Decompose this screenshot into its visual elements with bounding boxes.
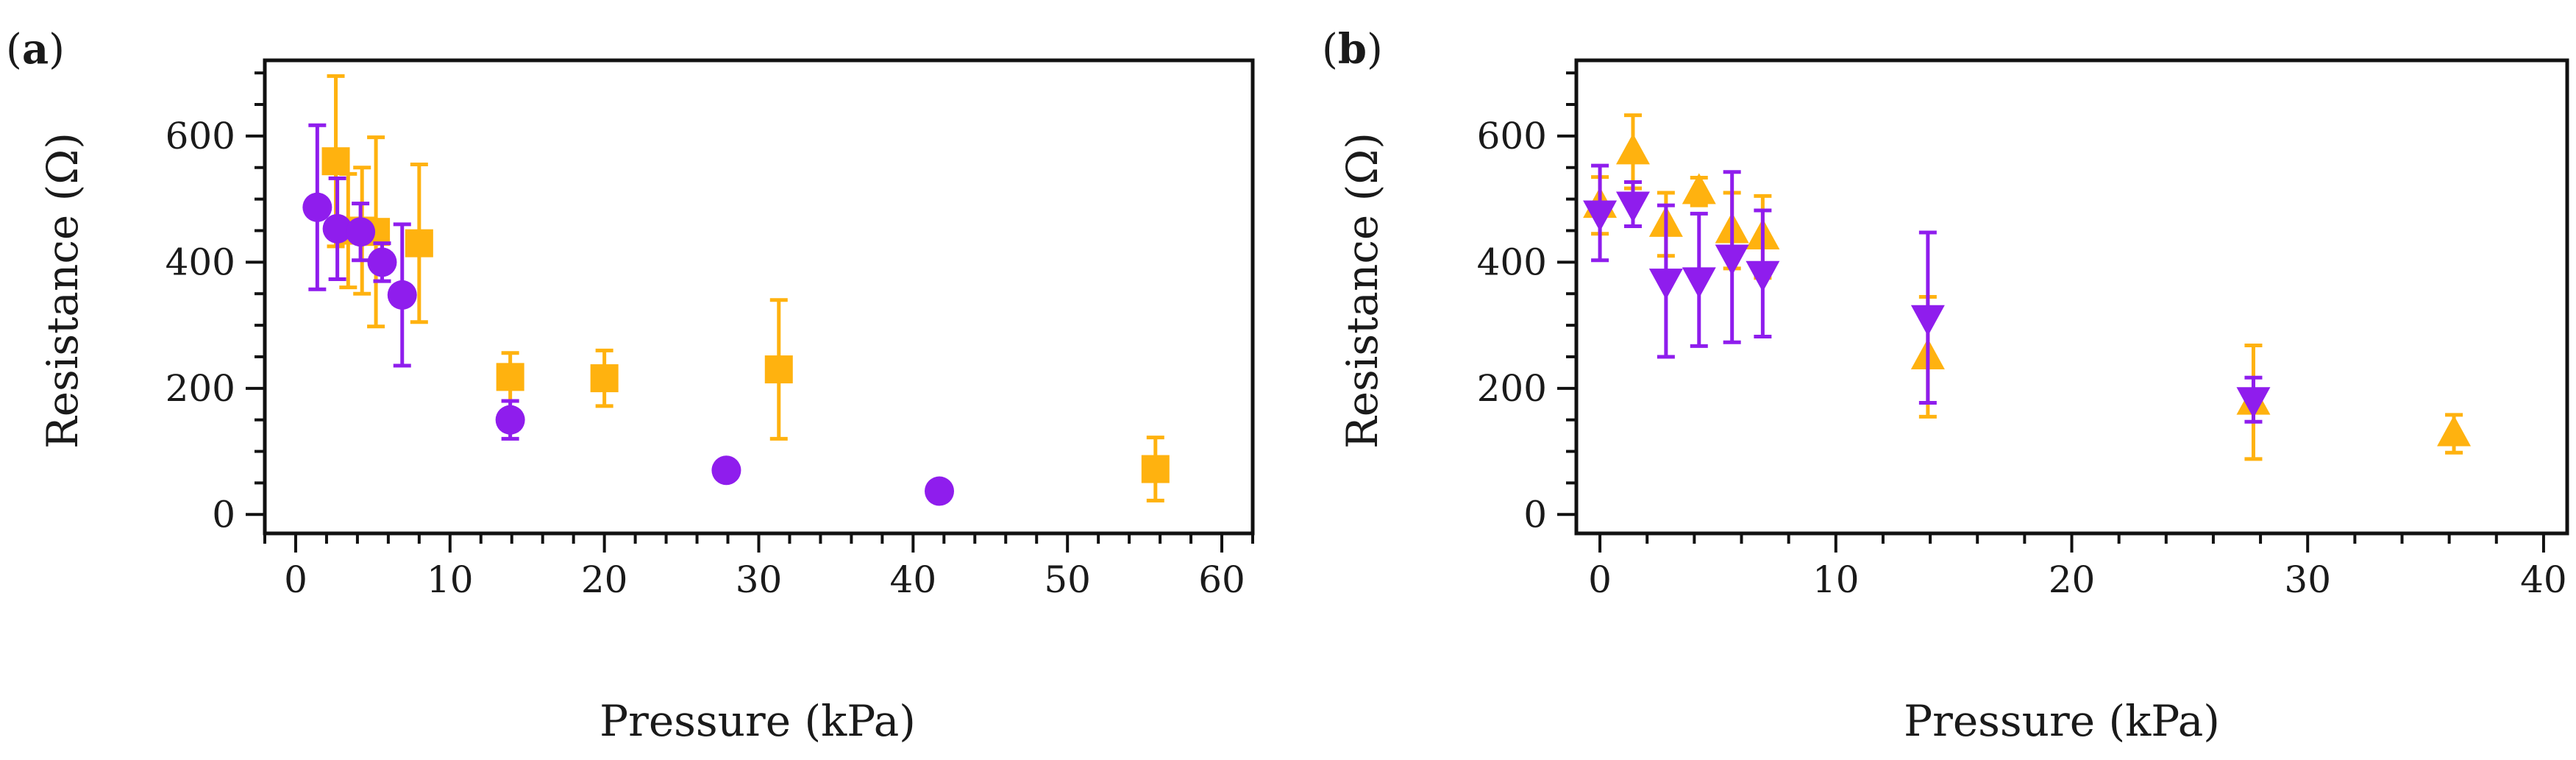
panel-b-x-tick-label: 30 xyxy=(2284,558,2331,601)
panel-a-axes-frame xyxy=(263,58,1255,536)
panel-a-x-tick-label: 50 xyxy=(1044,558,1091,601)
data-point-square xyxy=(764,355,793,384)
data-point-triangle-down xyxy=(1746,260,1780,292)
data-point-circle xyxy=(925,476,955,506)
data-point-square xyxy=(496,363,524,391)
data-point-circle xyxy=(322,213,352,244)
data-point-triangle-down xyxy=(1715,244,1749,276)
panel-b-y-axis-label: Resistance (Ω) xyxy=(1337,132,1387,449)
panel-a-x-tick-label: 10 xyxy=(427,558,474,601)
data-point-triangle-down xyxy=(1910,305,1945,336)
data-point-triangle-up xyxy=(2437,415,2472,447)
data-point-circle xyxy=(367,247,397,277)
panel-b-axes-frame xyxy=(1574,58,2569,536)
panel-b-ticks xyxy=(1557,71,2545,553)
panel-a-label: (a) xyxy=(6,25,65,74)
panel-a-x-tick-label: 20 xyxy=(581,558,628,601)
panel-b-y-tick-label: 200 xyxy=(1477,367,1547,410)
panel-b-x-axis-label: Pressure (kPa) xyxy=(1904,696,2220,746)
panel-b: (b) Resistance (Ω) Pressure (kPa) 0 10 20 3… xyxy=(1322,25,2569,746)
panel-b-x-tick-label: 20 xyxy=(2049,558,2096,601)
panel-b-x-tick-label: 0 xyxy=(1588,558,1612,601)
panel-b-series-purple-down-triangles xyxy=(1583,163,2271,424)
panel-a-y-tick-label: 600 xyxy=(166,115,235,157)
data-point-triangle-up xyxy=(1615,133,1650,165)
panel-a-x-tick-label: 60 xyxy=(1198,558,1245,601)
panel-a-plot-area xyxy=(302,74,1170,506)
panel-b-y-tick-label: 400 xyxy=(1477,241,1547,283)
panel-a-x-tick-label: 30 xyxy=(736,558,783,601)
panel-a-x-axis-label: Pressure (kPa) xyxy=(599,696,916,746)
panel-a-series-orange-squares xyxy=(321,74,1170,502)
panel-b-x-tick-label: 40 xyxy=(2520,558,2567,601)
data-point-circle xyxy=(711,455,741,486)
data-point-square xyxy=(1141,455,1170,483)
panel-a-ticks xyxy=(246,71,1254,553)
data-point-square xyxy=(590,364,619,393)
data-point-triangle-up xyxy=(1682,173,1716,205)
panel-b-y-tick-label: 0 xyxy=(1523,493,1547,536)
panel-a-y-tick-label: 400 xyxy=(166,241,235,283)
data-point-circle xyxy=(302,192,332,222)
panel-a-y-tick-label: 200 xyxy=(166,367,235,410)
panel-b-plot-area xyxy=(1583,113,2472,461)
data-point-square xyxy=(321,147,350,176)
data-point-circle xyxy=(387,280,417,310)
panel-a: (a) Resistance (Ω) Pressure (kPa) 0 10 20 3… xyxy=(6,25,1255,746)
data-point-triangle-down xyxy=(1648,269,1683,300)
panel-a-x-tick-label: 40 xyxy=(890,558,937,601)
data-point-triangle-down xyxy=(1682,267,1716,299)
panel-a-y-axis-label: Resistance (Ω) xyxy=(38,132,88,449)
panel-a-y-tick-label: 0 xyxy=(212,493,235,536)
panel-b-y-tick-label: 600 xyxy=(1477,115,1547,157)
panel-b-series-orange-up-triangles xyxy=(1583,113,2472,461)
data-point-triangle-down xyxy=(1583,200,1618,232)
panel-b-label: (b) xyxy=(1322,25,1383,74)
data-point-circle xyxy=(346,217,376,247)
panel-a-series-purple-circles xyxy=(302,123,955,506)
data-point-triangle-down xyxy=(1615,191,1650,223)
data-point-square xyxy=(405,229,433,258)
data-point-circle xyxy=(495,405,525,435)
panel-a-x-tick-label: 0 xyxy=(284,558,307,601)
panel-b-x-tick-label: 10 xyxy=(1812,558,1860,601)
data-point-triangle-down xyxy=(2236,387,2271,419)
